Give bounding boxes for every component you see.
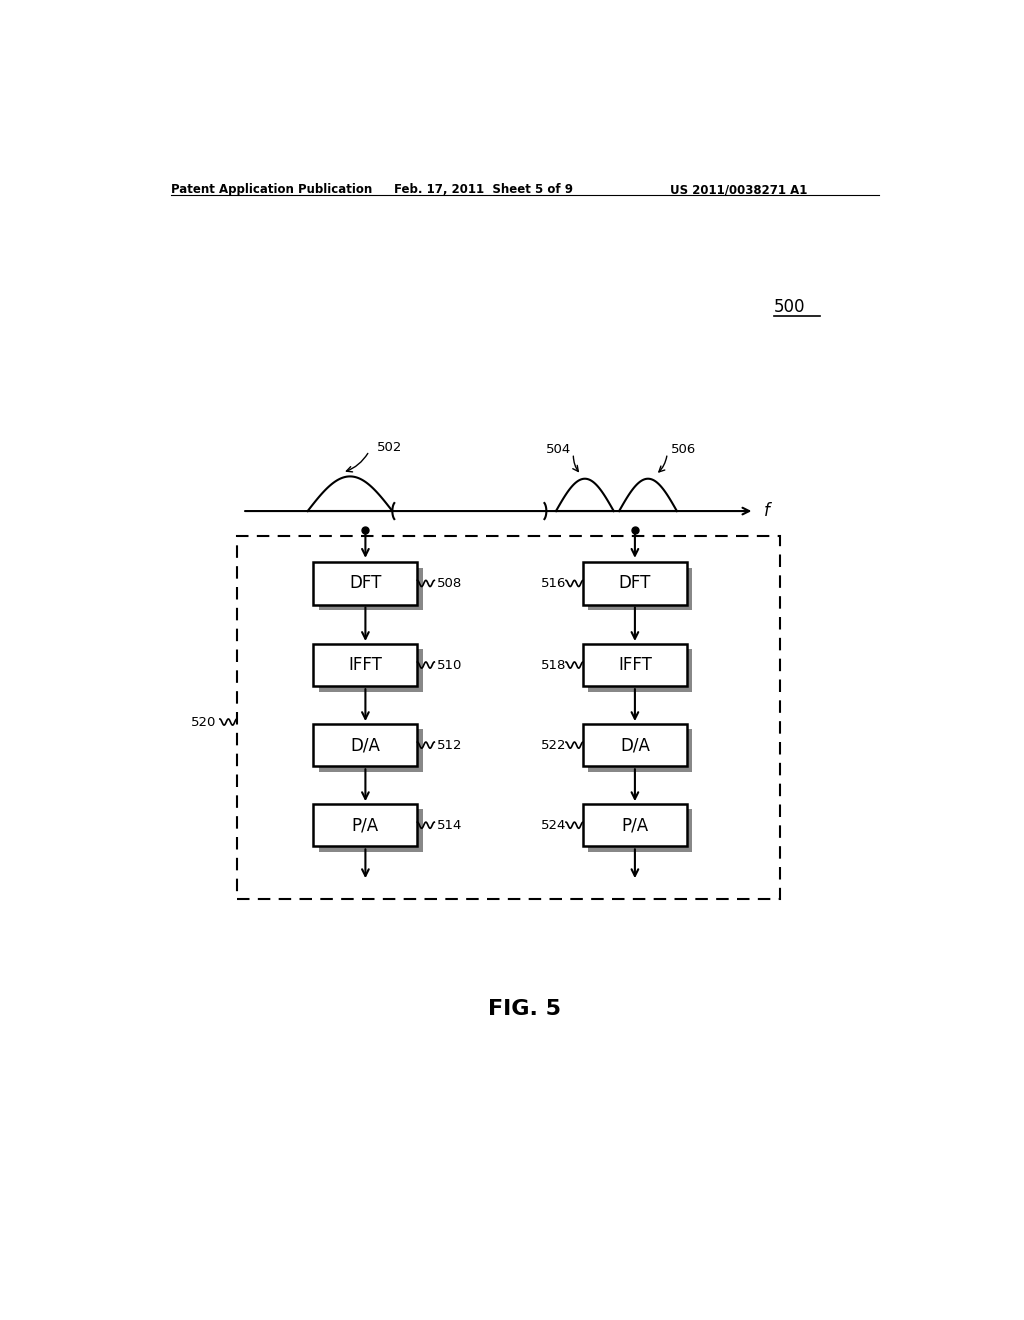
Bar — [313, 804, 418, 846]
Text: 516: 516 — [541, 577, 566, 590]
Text: P/A: P/A — [622, 816, 648, 834]
Bar — [313, 644, 418, 686]
Bar — [237, 536, 779, 899]
Bar — [318, 649, 423, 692]
Polygon shape — [556, 479, 613, 511]
Bar — [583, 804, 687, 846]
Text: IFFT: IFFT — [617, 656, 652, 675]
Bar — [313, 723, 418, 767]
Polygon shape — [307, 477, 392, 511]
Bar — [589, 568, 692, 610]
Text: 512: 512 — [436, 739, 462, 751]
Text: DFT: DFT — [618, 574, 651, 593]
Text: DFT: DFT — [349, 574, 382, 593]
Text: D/A: D/A — [620, 737, 650, 754]
Bar — [313, 562, 418, 605]
Text: 506: 506 — [671, 444, 696, 455]
Text: 500: 500 — [773, 298, 805, 317]
Bar — [589, 649, 692, 692]
Text: IFFT: IFFT — [348, 656, 382, 675]
Bar — [583, 723, 687, 767]
Text: 504: 504 — [547, 444, 571, 455]
Polygon shape — [620, 479, 677, 511]
Text: P/A: P/A — [352, 816, 379, 834]
Text: 508: 508 — [436, 577, 462, 590]
Bar — [589, 809, 692, 851]
Bar — [589, 730, 692, 772]
Text: 502: 502 — [377, 441, 402, 454]
Bar — [318, 730, 423, 772]
Text: 514: 514 — [436, 818, 462, 832]
Bar — [318, 809, 423, 851]
Text: FIG. 5: FIG. 5 — [488, 999, 561, 1019]
Bar — [318, 568, 423, 610]
Text: 520: 520 — [190, 715, 216, 729]
Bar — [583, 562, 687, 605]
Text: Patent Application Publication: Patent Application Publication — [171, 183, 372, 197]
Bar — [583, 644, 687, 686]
Text: US 2011/0038271 A1: US 2011/0038271 A1 — [670, 183, 807, 197]
Text: 522: 522 — [541, 739, 566, 751]
Text: D/A: D/A — [350, 737, 380, 754]
Text: Feb. 17, 2011  Sheet 5 of 9: Feb. 17, 2011 Sheet 5 of 9 — [394, 183, 572, 197]
Text: 524: 524 — [541, 818, 566, 832]
Text: 518: 518 — [541, 659, 566, 672]
Text: f: f — [764, 502, 769, 520]
Text: 510: 510 — [436, 659, 462, 672]
